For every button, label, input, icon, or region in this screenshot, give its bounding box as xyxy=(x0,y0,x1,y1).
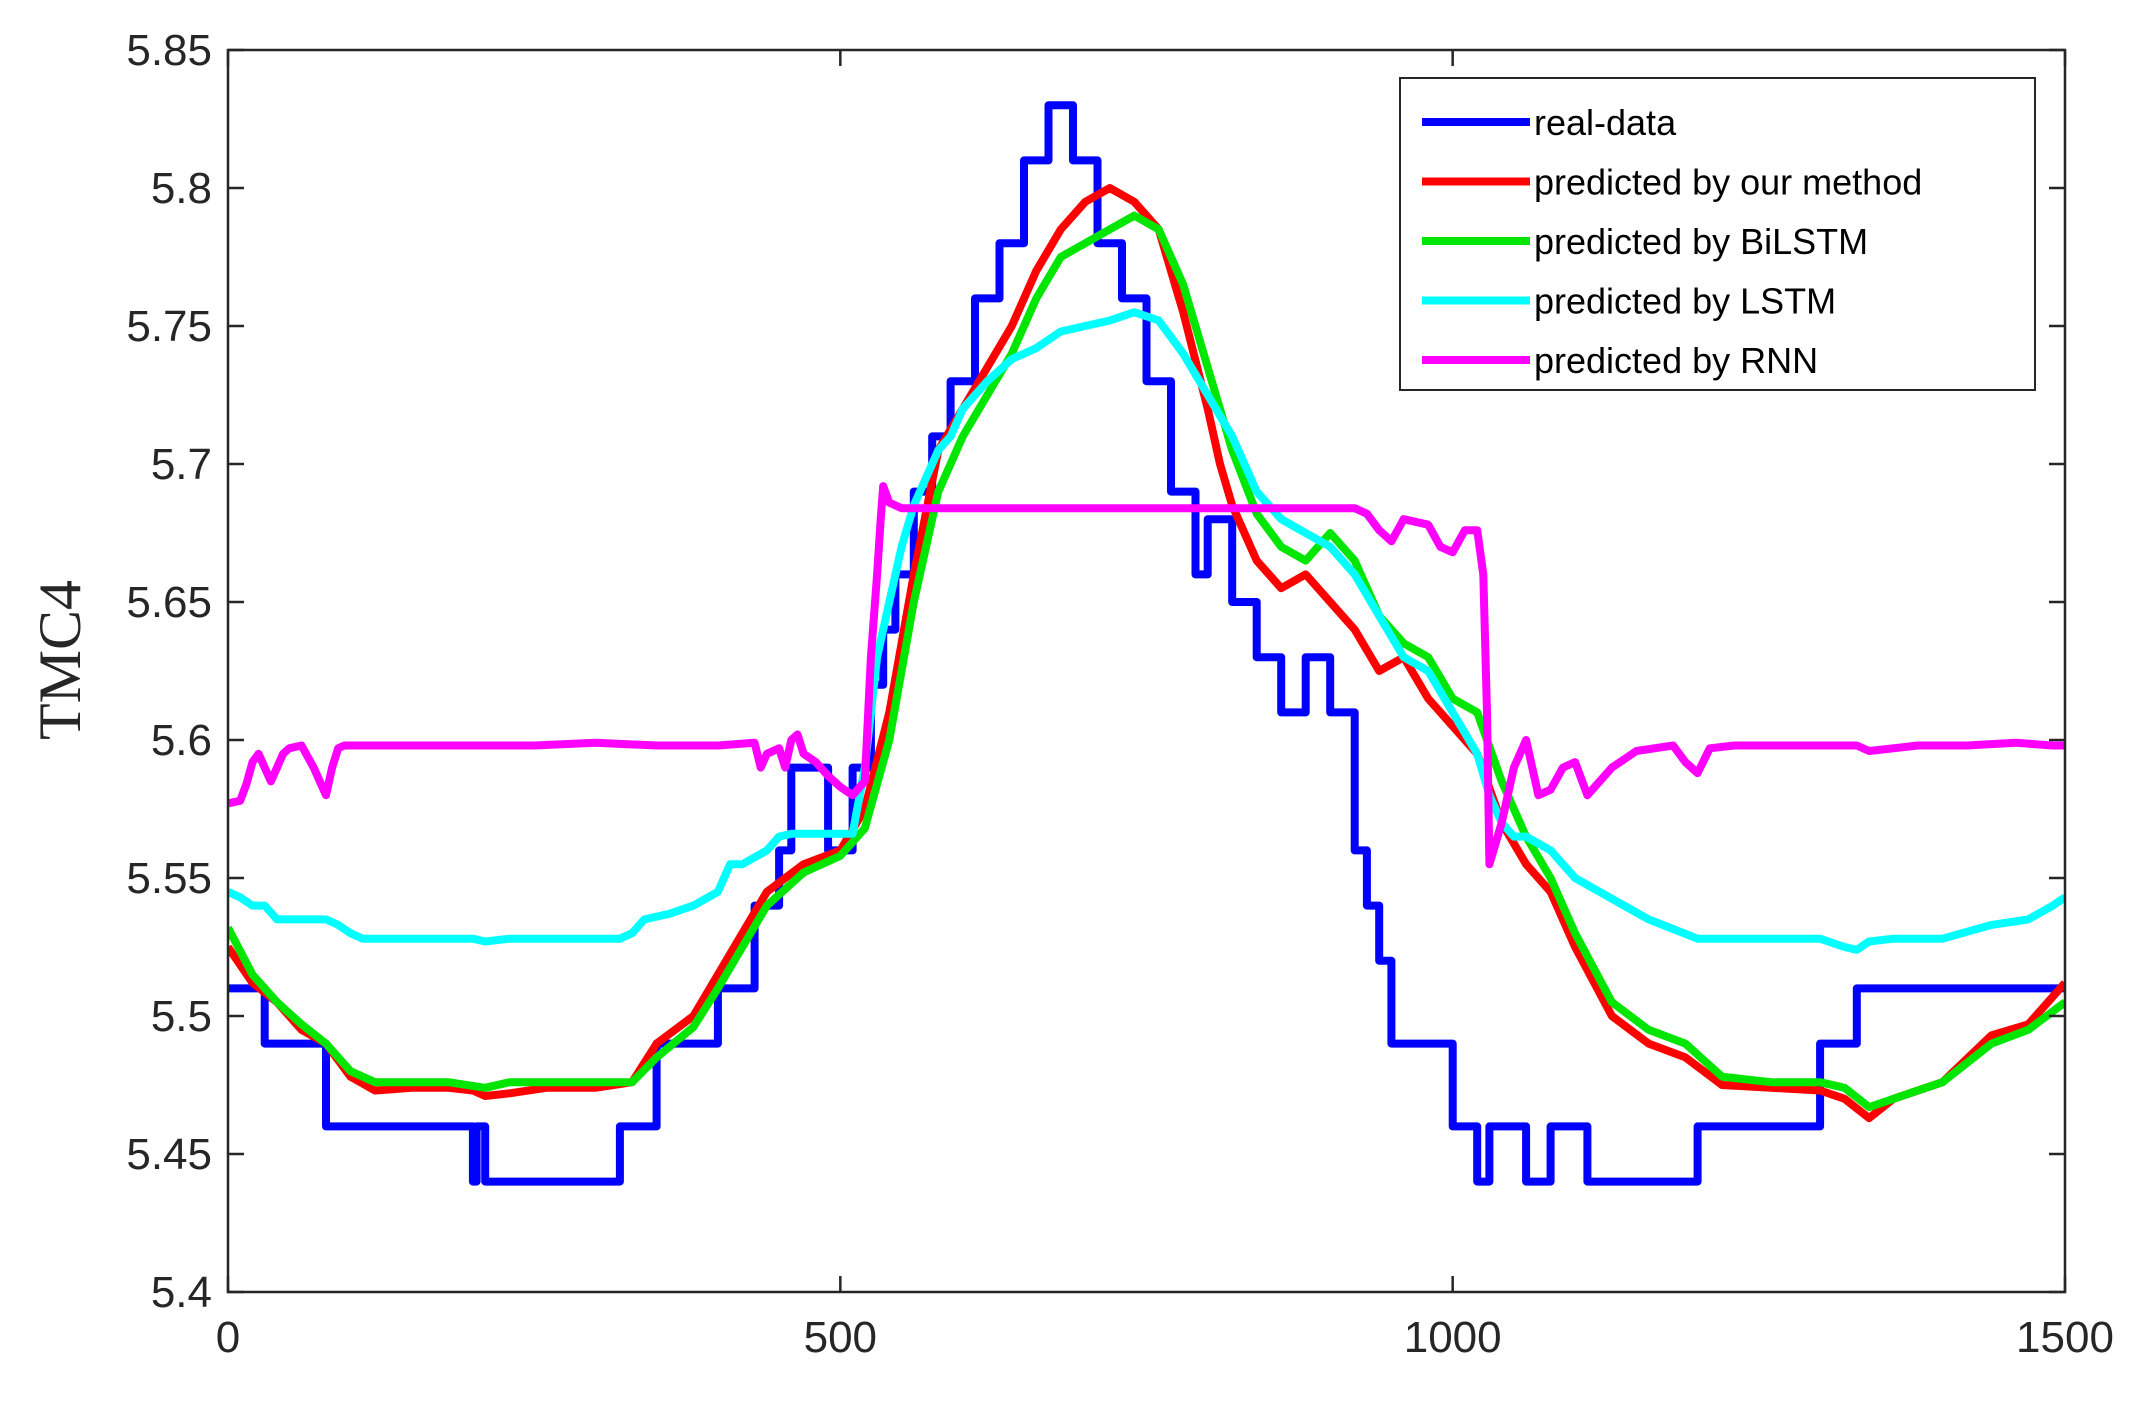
legend-entry: predicted by our method xyxy=(1534,162,1922,203)
legend: real-data predicted by our method predicte… xyxy=(1399,77,2036,391)
legend-box xyxy=(1399,77,2036,391)
series-line-4 xyxy=(228,308,2065,954)
y-tick-label: 5.45 xyxy=(126,1130,212,1179)
ticks-layer: 0 500 1000 1500 5.4 5.45 5.5 5.55 5.6 5.65 5.7 5.75… xyxy=(126,26,2114,1362)
axes-layer xyxy=(226,48,2067,1294)
y-tick-label: 5.75 xyxy=(126,302,212,351)
y-tick-label: 5.4 xyxy=(151,1268,212,1317)
x-tick-label: 1000 xyxy=(1404,1313,1502,1362)
series-layer xyxy=(228,101,2065,1186)
series-line-5 xyxy=(228,482,2065,869)
x-tick-label: 0 xyxy=(216,1313,240,1362)
y-tick-label: 5.5 xyxy=(151,992,212,1041)
y-axis-title: TMC4 xyxy=(27,580,93,740)
y-tick-label: 5.65 xyxy=(126,578,212,627)
series-line-2 xyxy=(228,184,2065,1123)
y-tick-label: 5.55 xyxy=(126,854,212,903)
x-tick-label: 500 xyxy=(804,1313,877,1362)
y-tick-label: 5.7 xyxy=(151,440,212,489)
x-tick-label: 1500 xyxy=(2016,1313,2114,1362)
y-tick-label: 5.6 xyxy=(151,716,212,765)
y-tick-label: 5.85 xyxy=(126,26,212,75)
legend-entry: predicted by RNN xyxy=(1534,340,1818,381)
y-tick-label: 5.8 xyxy=(151,164,212,213)
legend-entry: real-data xyxy=(1534,102,1677,143)
series-line-3 xyxy=(228,211,2065,1112)
axes-box xyxy=(226,48,2067,1294)
legend-entry: predicted by LSTM xyxy=(1534,281,1836,322)
legend-entry: predicted by BiLSTM xyxy=(1534,221,1868,262)
